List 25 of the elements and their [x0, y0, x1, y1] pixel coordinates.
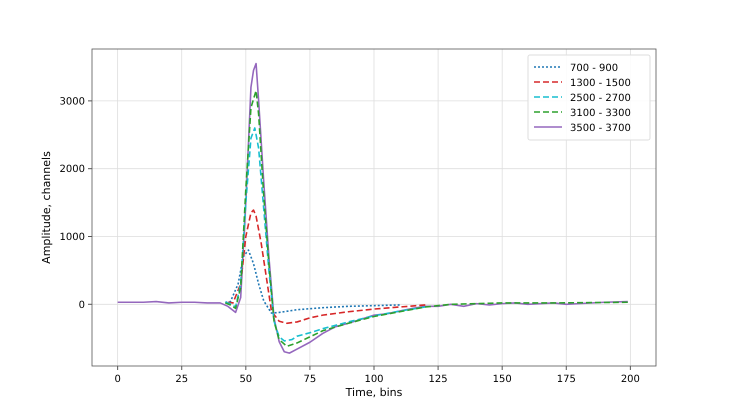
x-tick-label: 50: [239, 374, 252, 385]
legend-label: 1300 - 1500: [570, 78, 631, 89]
line-series: [224, 90, 629, 348]
x-tick-label: 150: [492, 374, 512, 385]
x-tick-label: 75: [304, 374, 316, 385]
line-series: [227, 209, 426, 324]
y-axis-title: Amplitude, channels: [40, 150, 53, 264]
legend-label: 3500 - 3700: [570, 123, 631, 134]
legend-label: 700 - 900: [570, 63, 618, 74]
legend-label: 2500 - 2700: [570, 93, 631, 104]
x-tick-label: 100: [364, 374, 384, 385]
line-series: [116, 62, 629, 354]
y-tick-label: 1000: [60, 232, 85, 243]
legend-label: 3100 - 3300: [570, 108, 631, 119]
x-tick-label: 25: [175, 374, 188, 385]
y-tick-label: 0: [78, 300, 85, 311]
x-tick-label: 200: [620, 374, 640, 385]
x-tick-label: 125: [428, 374, 448, 385]
line-series: [224, 249, 400, 314]
x-tick-label: 0: [114, 374, 121, 385]
y-tick-label: 3000: [60, 96, 85, 108]
y-tick-label: 2000: [60, 164, 85, 176]
line-series: [224, 127, 426, 342]
x-tick-label: 175: [556, 374, 576, 385]
x-axis-title: Time, bins: [344, 386, 403, 399]
